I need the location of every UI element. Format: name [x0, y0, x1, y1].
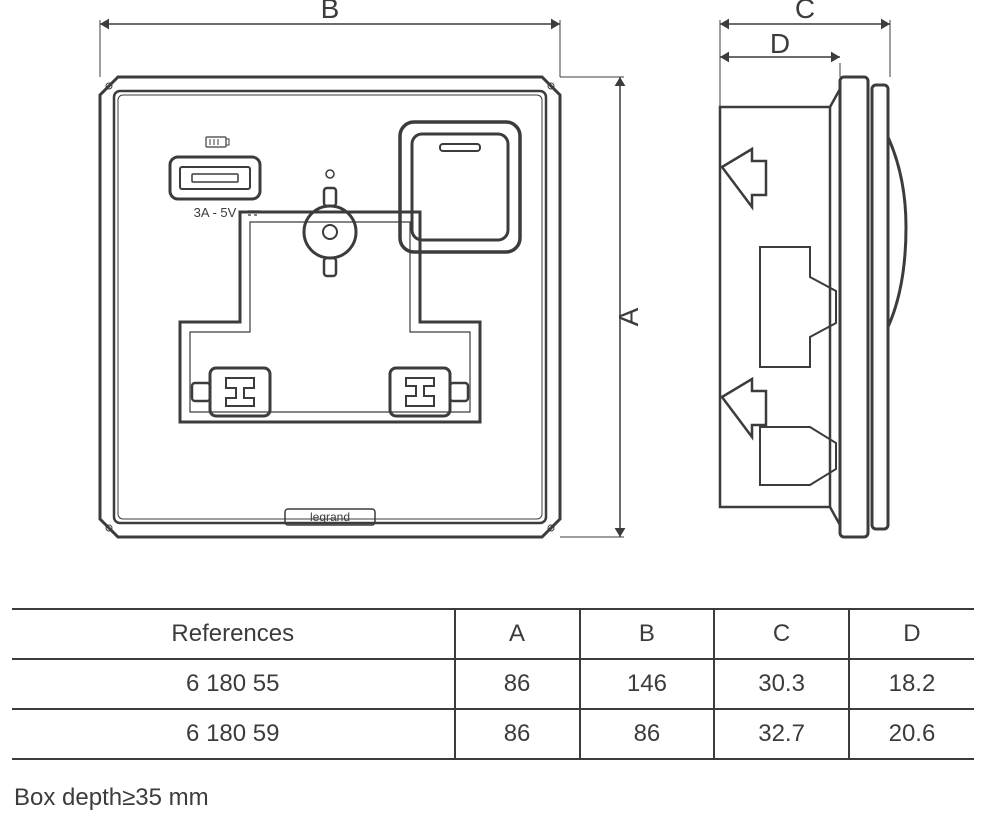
table-header-cell: B — [580, 609, 715, 659]
table-header-row: ReferencesABCD — [12, 609, 974, 659]
table-cell: 146 — [580, 659, 715, 709]
note-value: 35 mm — [135, 784, 208, 811]
table-row: 6 180 59868632.720.6 — [12, 709, 974, 759]
table-header-cell: References — [12, 609, 455, 659]
note-prefix: Box depth — [14, 784, 122, 811]
box-depth-note: Box depth≥35 mm — [14, 784, 209, 812]
table-cell: 32.7 — [714, 709, 849, 759]
svg-text:C: C — [795, 0, 815, 24]
page: 3A - 5VlegrandBACD ReferencesABCD 6 180 … — [0, 0, 986, 822]
table-header-cell: C — [714, 609, 849, 659]
table-cell: 86 — [580, 709, 715, 759]
table-row: 6 180 558614630.318.2 — [12, 659, 974, 709]
table-header-cell: A — [455, 609, 580, 659]
table-body: 6 180 558614630.318.26 180 59868632.720.… — [12, 659, 974, 759]
table-cell: 20.6 — [849, 709, 974, 759]
table-cell: 6 180 59 — [12, 709, 455, 759]
table-cell: 6 180 55 — [12, 659, 455, 709]
note-symbol: ≥ — [122, 784, 135, 811]
svg-text:3A - 5V: 3A - 5V — [194, 205, 237, 220]
svg-text:D: D — [770, 28, 790, 59]
technical-drawing: 3A - 5V legrand B A CD — [0, 0, 986, 600]
svg-text:A: A — [613, 307, 644, 326]
table-cell: 86 — [455, 709, 580, 759]
table-cell: 18.2 — [849, 659, 974, 709]
svg-text:B: B — [321, 0, 340, 24]
svg-text:legrand: legrand — [310, 510, 350, 524]
table-cell: 86 — [455, 659, 580, 709]
table-cell: 30.3 — [714, 659, 849, 709]
dimensions-table: ReferencesABCD 6 180 558614630.318.26 18… — [12, 608, 974, 760]
table-header-cell: D — [849, 609, 974, 659]
